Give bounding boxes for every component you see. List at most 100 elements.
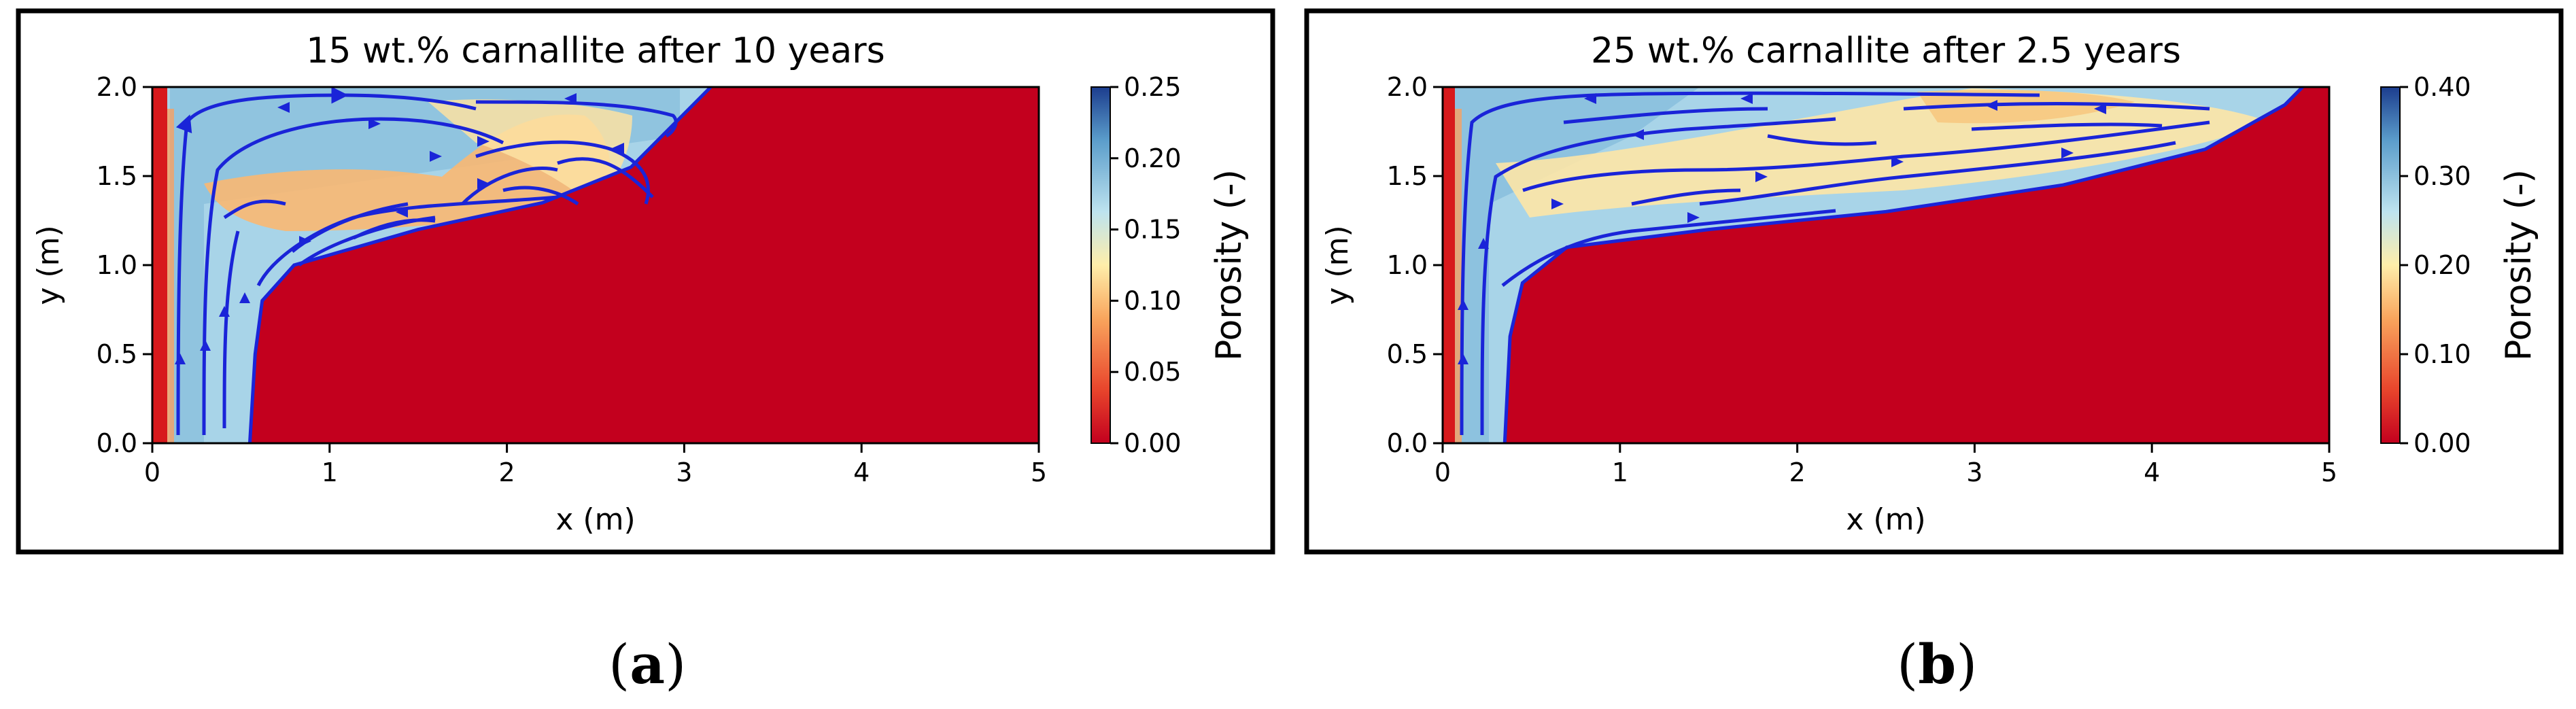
panel-b-undissolved-salt	[1505, 87, 2329, 443]
colorbar-tick-label: 0.20	[2414, 250, 2471, 280]
subfigure-letter-a: a	[630, 632, 666, 696]
streamline	[475, 140, 650, 205]
colorbar-tick-label: 0.20	[1124, 143, 1182, 173]
streamline	[502, 186, 579, 206]
panel-b: 25 wt.% carnallite after 2.5 years	[1304, 8, 2564, 555]
flow-arrow	[430, 151, 442, 162]
y-tick-label: 0.0	[1387, 428, 1428, 458]
y-tick-label: 1.0	[1387, 250, 1428, 280]
flow-arrow	[277, 102, 290, 113]
panel-a: 15 wt.% carnallite after 10 years	[16, 8, 1275, 555]
y-tick-label: 0.0	[97, 428, 137, 458]
x-tick-label: 4	[853, 457, 870, 487]
x-tick-label: 1	[322, 457, 338, 487]
colorbar-tick-label: 0.00	[2414, 428, 2471, 458]
streamline	[1971, 122, 2163, 131]
subfigure-letter-b: b	[1918, 632, 1957, 696]
x-tick-label: 3	[1966, 457, 1982, 487]
x-tick-label: 4	[2144, 457, 2160, 487]
flow-arrow	[2094, 103, 2106, 114]
streamline	[1699, 141, 2176, 206]
panel-b-heatmap	[1443, 87, 2329, 443]
panel-a-inlet-column	[152, 87, 167, 443]
flow-arrow	[1891, 156, 1904, 167]
y-tick-label: 2.0	[1387, 72, 1428, 102]
colorbar-tick-label: 0.10	[2414, 339, 2471, 369]
flow-arrow	[477, 136, 490, 147]
panel-b-title: 25 wt.% carnallite after 2.5 years	[1591, 31, 2181, 71]
panel-b-frame	[1304, 8, 2564, 555]
flow-arrow	[219, 306, 230, 317]
streamline	[1631, 188, 1741, 206]
subfigure-label-b: (b)	[1897, 632, 1978, 696]
panel-a-title: 15 wt.% carnallite after 10 years	[306, 31, 885, 71]
streamline	[1563, 107, 1768, 124]
y-tick-label: 1.5	[97, 161, 137, 191]
streamline	[202, 117, 504, 436]
x-tick-label: 0	[1435, 457, 1451, 487]
flow-arrow	[564, 93, 577, 104]
streamline	[1480, 117, 1836, 436]
streamline	[1460, 91, 2040, 436]
panel-b-inlet-edge	[1455, 109, 1462, 443]
panel-b-ylabel: y (m)	[1320, 225, 1355, 305]
x-tick-label: 5	[2321, 457, 2337, 487]
colorbar-tick-label: 0.05	[1124, 357, 1182, 387]
panel-b-xlabel: x (m)	[1846, 502, 1925, 537]
streamline	[1903, 102, 2210, 111]
flow-arrow	[1551, 198, 1564, 209]
streamline	[1767, 134, 1877, 146]
panel-b-yellow-band	[1496, 88, 2271, 218]
flow-arrow	[1584, 93, 1596, 104]
flow-arrow	[368, 118, 381, 129]
panel-a-ylabel: y (m)	[31, 225, 66, 305]
flow-arrow	[299, 236, 311, 247]
panel-b-colorbar	[2380, 86, 2401, 444]
panel-a-xlabel: x (m)	[555, 502, 635, 537]
flow-arrow	[1632, 129, 1644, 140]
flow-arrow	[200, 340, 211, 351]
panel-a-undissolved-salt	[250, 87, 1039, 443]
flow-arrow	[1458, 299, 1469, 310]
panel-a-inlet-edge	[167, 109, 174, 443]
colorbar-tick-label: 0.10	[1124, 286, 1182, 315]
streamline	[1522, 120, 2210, 192]
panel-a-heatmap	[152, 87, 1039, 443]
streamline	[475, 100, 678, 138]
colorbar-tick-label: 0.30	[2414, 161, 2471, 191]
panel-a-yellow-band	[428, 99, 632, 204]
x-tick-label: 1	[1612, 457, 1628, 487]
colorbar-tick-label: 0.00	[1124, 428, 1182, 458]
streamline	[557, 157, 654, 198]
flow-arrow	[1755, 171, 1768, 182]
panel-a-colorbar	[1090, 86, 1111, 444]
panel-b-flow-arrows	[1458, 93, 2106, 364]
flow-arrow	[612, 143, 624, 154]
flow-arrow	[175, 353, 186, 364]
panel-b-colorbar-ticks: 0.00 0.10 0.20 0.30 0.40	[2400, 72, 2471, 458]
panel-b-axes: 0 1 2 3 4 5 0.0 0.5 1.0 1.5 2.0	[1387, 72, 2338, 487]
y-tick-label: 1.5	[1387, 161, 1428, 191]
flow-arrow	[1985, 100, 1997, 111]
streamline	[461, 166, 558, 205]
flow-arrow	[2061, 148, 2074, 158]
panel-a-axes: 0 1 2 3 4 5 0.0 0.5 1.0 1.5 2.0	[97, 72, 1048, 487]
flow-arrow	[1687, 212, 1700, 223]
streamline	[222, 230, 240, 429]
x-tick-label: 0	[144, 457, 160, 487]
panel-a-frame	[16, 8, 1275, 555]
subfigure-label-a: (a)	[608, 632, 687, 696]
colorbar-tick-label: 0.40	[2414, 72, 2471, 102]
y-tick-label: 1.0	[97, 250, 137, 280]
flow-arrow	[1458, 353, 1469, 364]
streamline	[1501, 209, 1836, 287]
panel-b-colorbar-label: Porosity (-)	[2498, 169, 2539, 361]
x-tick-label: 5	[1031, 457, 1047, 487]
x-tick-label: 2	[499, 457, 515, 487]
flow-arrow	[239, 292, 250, 303]
x-tick-label: 2	[1789, 457, 1806, 487]
colorbar-tick-label: 0.25	[1124, 72, 1182, 102]
y-tick-label: 0.5	[1387, 339, 1428, 369]
